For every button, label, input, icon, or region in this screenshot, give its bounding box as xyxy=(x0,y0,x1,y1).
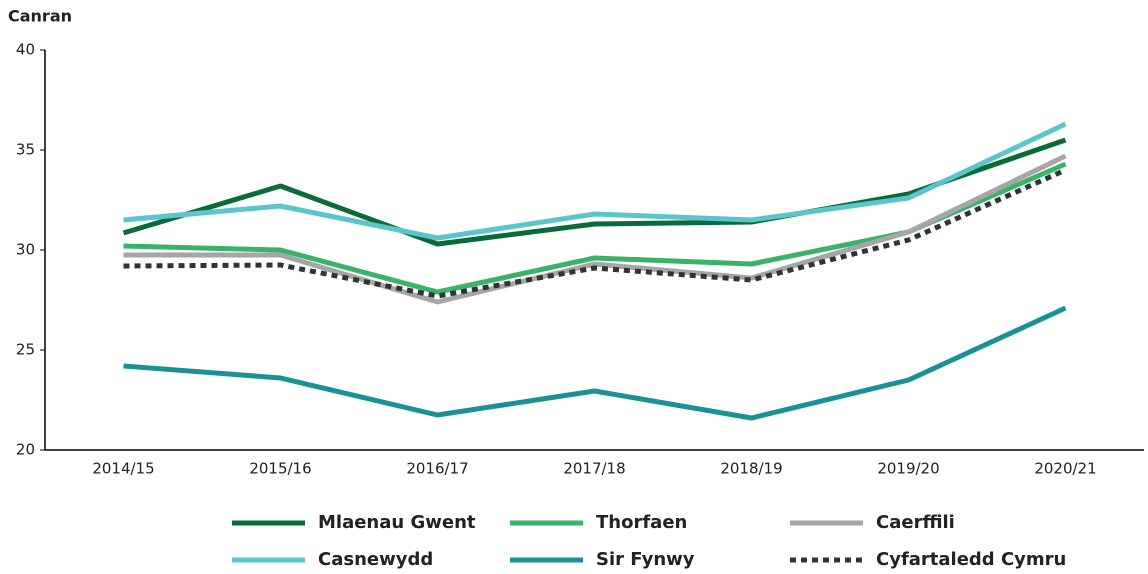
y-tick-label: 25 xyxy=(16,341,35,359)
y-tick-label: 30 xyxy=(16,241,35,259)
series-line xyxy=(123,167,1067,299)
series-line xyxy=(123,161,1067,295)
x-tick-label: 2014/15 xyxy=(92,460,154,478)
legend-label: Thorfaen xyxy=(596,512,687,533)
series-line xyxy=(122,137,1067,247)
y-tick-label: 40 xyxy=(16,41,35,59)
series-line xyxy=(123,305,1067,421)
legend-label: Mlaenau Gwent xyxy=(318,512,476,533)
x-tick-label: 2019/20 xyxy=(877,460,939,478)
legend-label: Cyfartaledd Cymru xyxy=(876,549,1066,570)
legend-label: Sir Fynwy xyxy=(596,549,695,570)
x-tick-label: 2015/16 xyxy=(249,460,311,478)
series-line xyxy=(123,121,1067,241)
x-tick-label: 2020/21 xyxy=(1034,460,1096,478)
y-tick-label: 20 xyxy=(16,441,35,459)
y-axis-label: Canran xyxy=(8,7,72,26)
legend-label: Casnewydd xyxy=(318,549,433,570)
x-tick-label: 2018/19 xyxy=(720,460,782,478)
x-tick-label: 2017/18 xyxy=(563,460,625,478)
x-tick-label: 2016/17 xyxy=(406,460,468,478)
series-line xyxy=(123,153,1067,305)
y-tick-label: 35 xyxy=(16,141,35,159)
legend-label: Caerffili xyxy=(876,512,955,533)
